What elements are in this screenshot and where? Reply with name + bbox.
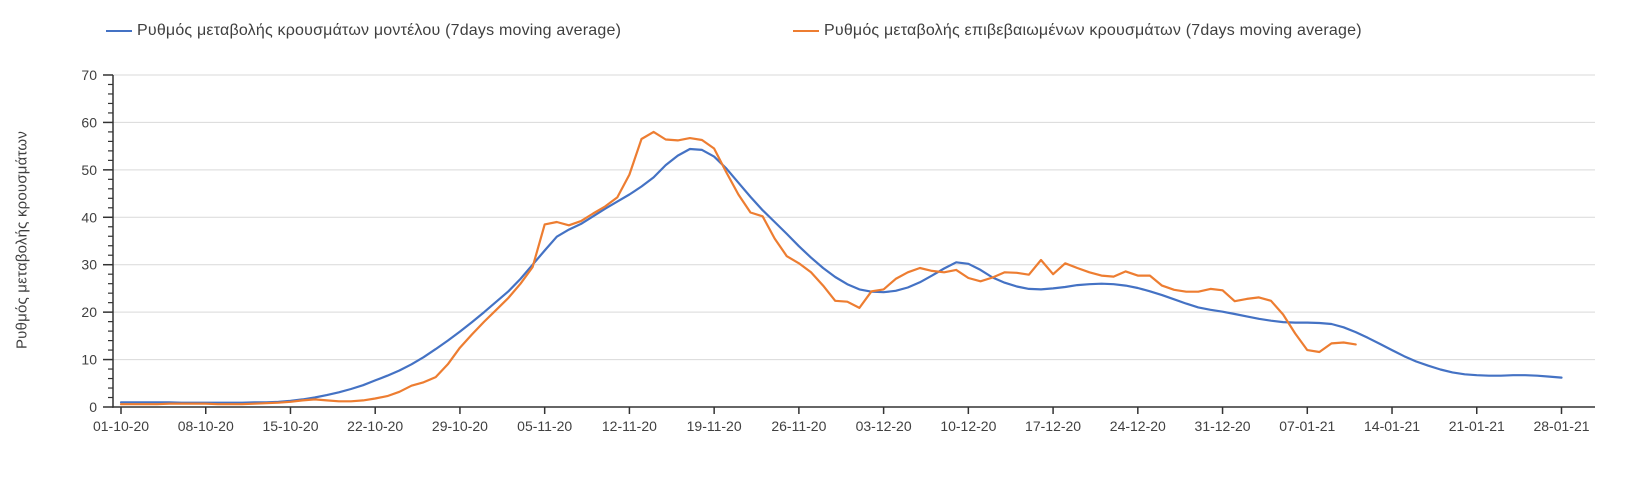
x-tick-label: 05-11-20: [517, 418, 572, 434]
x-tick-label: 14-01-21: [1364, 418, 1420, 434]
y-tick-label: 70: [81, 67, 97, 83]
x-tick-label: 31-12-20: [1195, 418, 1251, 434]
x-tick-label: 12-11-20: [602, 418, 657, 434]
x-tick-label: 03-12-20: [856, 418, 912, 434]
y-tick-label: 40: [81, 209, 97, 225]
x-tick-label: 24-12-20: [1110, 418, 1166, 434]
x-tick-label: 29-10-20: [432, 418, 488, 434]
model-line-swatch: [106, 29, 132, 33]
x-tick-label: 17-12-20: [1025, 418, 1081, 434]
x-tick-label: 19-11-20: [687, 418, 742, 434]
series-line-model: [119, 147, 1563, 404]
y-axis-title: Ρυθμός μεταβολής κρουσμάτων: [13, 130, 31, 350]
x-tick-label: 22-10-20: [347, 418, 403, 434]
confirmed-line-swatch: [793, 29, 819, 33]
y-tick-label: 60: [81, 114, 97, 130]
x-tick-label: 07-01-21: [1279, 418, 1335, 434]
x-tick-label: 15-10-20: [262, 418, 318, 434]
chart-legend: Ρυθμός μεταβολής κρουσμάτων μοντέλου (7d…: [0, 20, 1637, 42]
legend-item-model: Ρυθμός μεταβολής κρουσμάτων μοντέλου (7d…: [106, 20, 621, 42]
legend-label-model: Ρυθμός μεταβολής κρουσμάτων μοντέλου (7d…: [137, 22, 622, 39]
legend-label-confirmed: Ρυθμός μεταβολής επιβεβαιωμένων κρουσμάτ…: [824, 22, 1362, 39]
x-tick-label: 26-11-20: [771, 418, 826, 434]
y-tick-label: 0: [89, 399, 97, 415]
y-tick-label: 30: [81, 257, 97, 273]
x-tick-label: 21-01-21: [1449, 418, 1505, 434]
x-tick-label: 28-01-21: [1533, 418, 1589, 434]
y-tick-label: 10: [81, 352, 97, 368]
legend-item-confirmed: Ρυθμός μεταβολής επιβεβαιωμένων κρουσμάτ…: [793, 20, 1362, 42]
y-tick-label: 50: [81, 162, 97, 178]
x-tick-label: 10-12-20: [940, 418, 996, 434]
x-tick-label: 01-10-20: [93, 418, 149, 434]
y-tick-label: 20: [81, 304, 97, 320]
x-tick-label: 08-10-20: [178, 418, 234, 434]
series-line-confirmed: [119, 130, 1357, 406]
